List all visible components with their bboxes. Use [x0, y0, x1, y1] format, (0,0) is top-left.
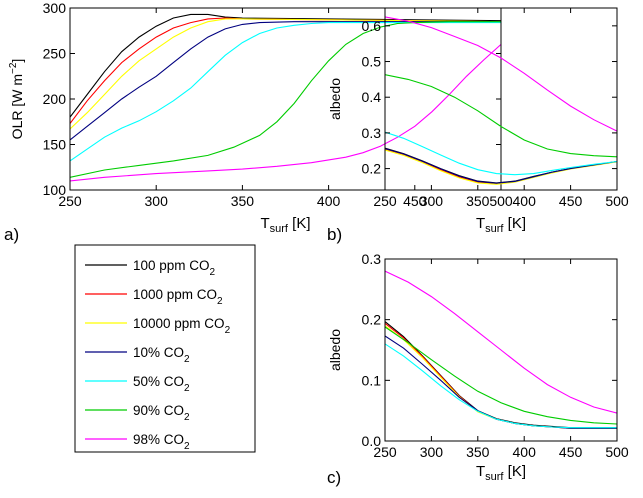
- y-tick-label-b-1: 0.3: [362, 125, 382, 141]
- x-axis-label-sub-b: surf: [485, 223, 504, 235]
- y-tick-label-a-0: 100: [43, 182, 67, 198]
- x-axis-label-b: Tsurf [K]: [476, 215, 526, 235]
- legend-label-s5: 50% CO2: [133, 374, 190, 394]
- y-tick-label-c-1: 0.1: [362, 372, 382, 388]
- x-axis-label-a: Tsurf [K]: [260, 215, 310, 235]
- x-tick-label-b-2: 350: [466, 193, 490, 209]
- series-line-a-s4: [70, 21, 501, 141]
- x-axis-label-main-a: T: [260, 215, 269, 232]
- panel-tag-b: b): [327, 225, 342, 244]
- y-tick-label-a-4: 300: [43, 0, 67, 16]
- x-axis-label-main-c: T: [476, 463, 485, 480]
- x-tick-label-b-3: 400: [513, 193, 537, 209]
- plot-frame-b: [384, 7, 618, 191]
- y-tick-label-a-1: 150: [43, 137, 67, 153]
- x-axis-label-sub-c: surf: [485, 471, 504, 483]
- x-tick-label-c-1: 300: [420, 444, 444, 460]
- y-tick-label-b-3: 0.5: [362, 54, 382, 70]
- panel-tag-c: c): [327, 468, 341, 487]
- x-tick-label-a-1: 300: [145, 193, 169, 209]
- series-line-b-s7: [385, 16, 617, 132]
- x-tick-label-b-4: 450: [559, 193, 583, 209]
- series-line-c-s7: [385, 270, 617, 414]
- series-line-b-s5: [385, 131, 617, 176]
- x-axis-label-c: Tsurf [K]: [476, 463, 526, 483]
- y-tick-label-c-3: 0.3: [362, 251, 382, 267]
- plot-frame-a: [69, 7, 502, 191]
- x-tick-label-a-0: 250: [58, 193, 82, 209]
- series-line-a-s1: [70, 13, 501, 118]
- panel-c: 250 300 350 400 450 500 0.0 0.1 0.2 0.3 Tsurf [K] a…: [327, 251, 629, 483]
- y-axis-label-a: OLR [W m−2]: [8, 59, 25, 140]
- series-line-c-s1: [385, 321, 617, 429]
- series-line-a-s6: [70, 21, 501, 178]
- y-tick-label-a-3: 250: [43, 46, 67, 62]
- legend-label-s1: 100 ppm CO2: [133, 258, 216, 278]
- panel-tag-a: a): [4, 225, 19, 244]
- x-tick-label-a-2: 350: [231, 193, 255, 209]
- legend-label-s3: 10000 ppm CO2: [133, 316, 231, 336]
- legend-label-s4: 10% CO2: [133, 345, 190, 365]
- x-axis-label-main-b: T: [476, 215, 485, 232]
- series-group-b: [385, 16, 617, 185]
- x-axis-label-sub-a: surf: [270, 223, 289, 235]
- y-axis-label-c: albedo: [327, 329, 343, 371]
- series-line-a-s5: [70, 22, 501, 162]
- x-tick-label-c-5: 500: [605, 444, 629, 460]
- series-line-c-s3: [385, 325, 617, 429]
- y-tick-label-a-2: 200: [43, 91, 67, 107]
- y-tick-label-c-0: 0.0: [362, 433, 382, 449]
- x-tick-label-b-0: 250: [373, 193, 397, 209]
- y-tick-label-b-2: 0.4: [362, 89, 382, 105]
- panel-b: 250 300 350 400 450 500 0.2 0.3 0.4 0.5 0.6 Tsurf […: [327, 7, 629, 235]
- legend: 100 ppm CO2 1000 ppm CO2 10000 ppm CO2 10% …: [74, 244, 256, 453]
- x-tick-label-c-3: 400: [513, 444, 537, 460]
- legend-label-s7: 98% CO2: [133, 432, 190, 452]
- x-axis-label-unit-b: [K]: [504, 215, 527, 232]
- y-tick-label-c-2: 0.2: [362, 312, 382, 328]
- series-group-c: [385, 270, 617, 429]
- series-group-a: [70, 13, 501, 182]
- series-line-c-s2: [385, 322, 617, 429]
- x-tick-label-c-0: 250: [373, 444, 397, 460]
- x-tick-label-b-1: 300: [420, 193, 444, 209]
- y-axis-label-b: albedo: [327, 78, 343, 120]
- panel-a: 250 300 350 400 450 500 100 150 200 250 300 Tsurf […: [8, 0, 513, 235]
- y-tick-label-b-4: 0.6: [362, 18, 382, 34]
- series-line-c-s5: [385, 343, 617, 429]
- series-line-b-s6: [385, 74, 617, 158]
- series-line-c-s6: [385, 326, 617, 425]
- x-axis-label-unit-c: [K]: [504, 463, 527, 480]
- x-tick-label-a-3: 400: [317, 193, 341, 209]
- x-tick-label-b-5: 500: [605, 193, 629, 209]
- x-tick-label-c-2: 350: [466, 444, 490, 460]
- x-tick-label-a-5: 500: [489, 193, 513, 209]
- legend-label-s6: 90% CO2: [133, 403, 190, 423]
- y-tick-label-b-0: 0.2: [362, 161, 382, 177]
- legend-label-s2: 1000 ppm CO2: [133, 287, 223, 307]
- plot-frame-c: [384, 258, 618, 442]
- x-axis-label-unit-a: [K]: [288, 215, 311, 232]
- legend-box: [74, 244, 256, 453]
- series-line-b-s4: [385, 148, 617, 184]
- series-line-a-s7: [70, 43, 501, 182]
- x-tick-label-c-4: 450: [559, 444, 583, 460]
- series-line-a-s3: [70, 18, 501, 130]
- x-tick-label-a-4: 450: [403, 193, 427, 209]
